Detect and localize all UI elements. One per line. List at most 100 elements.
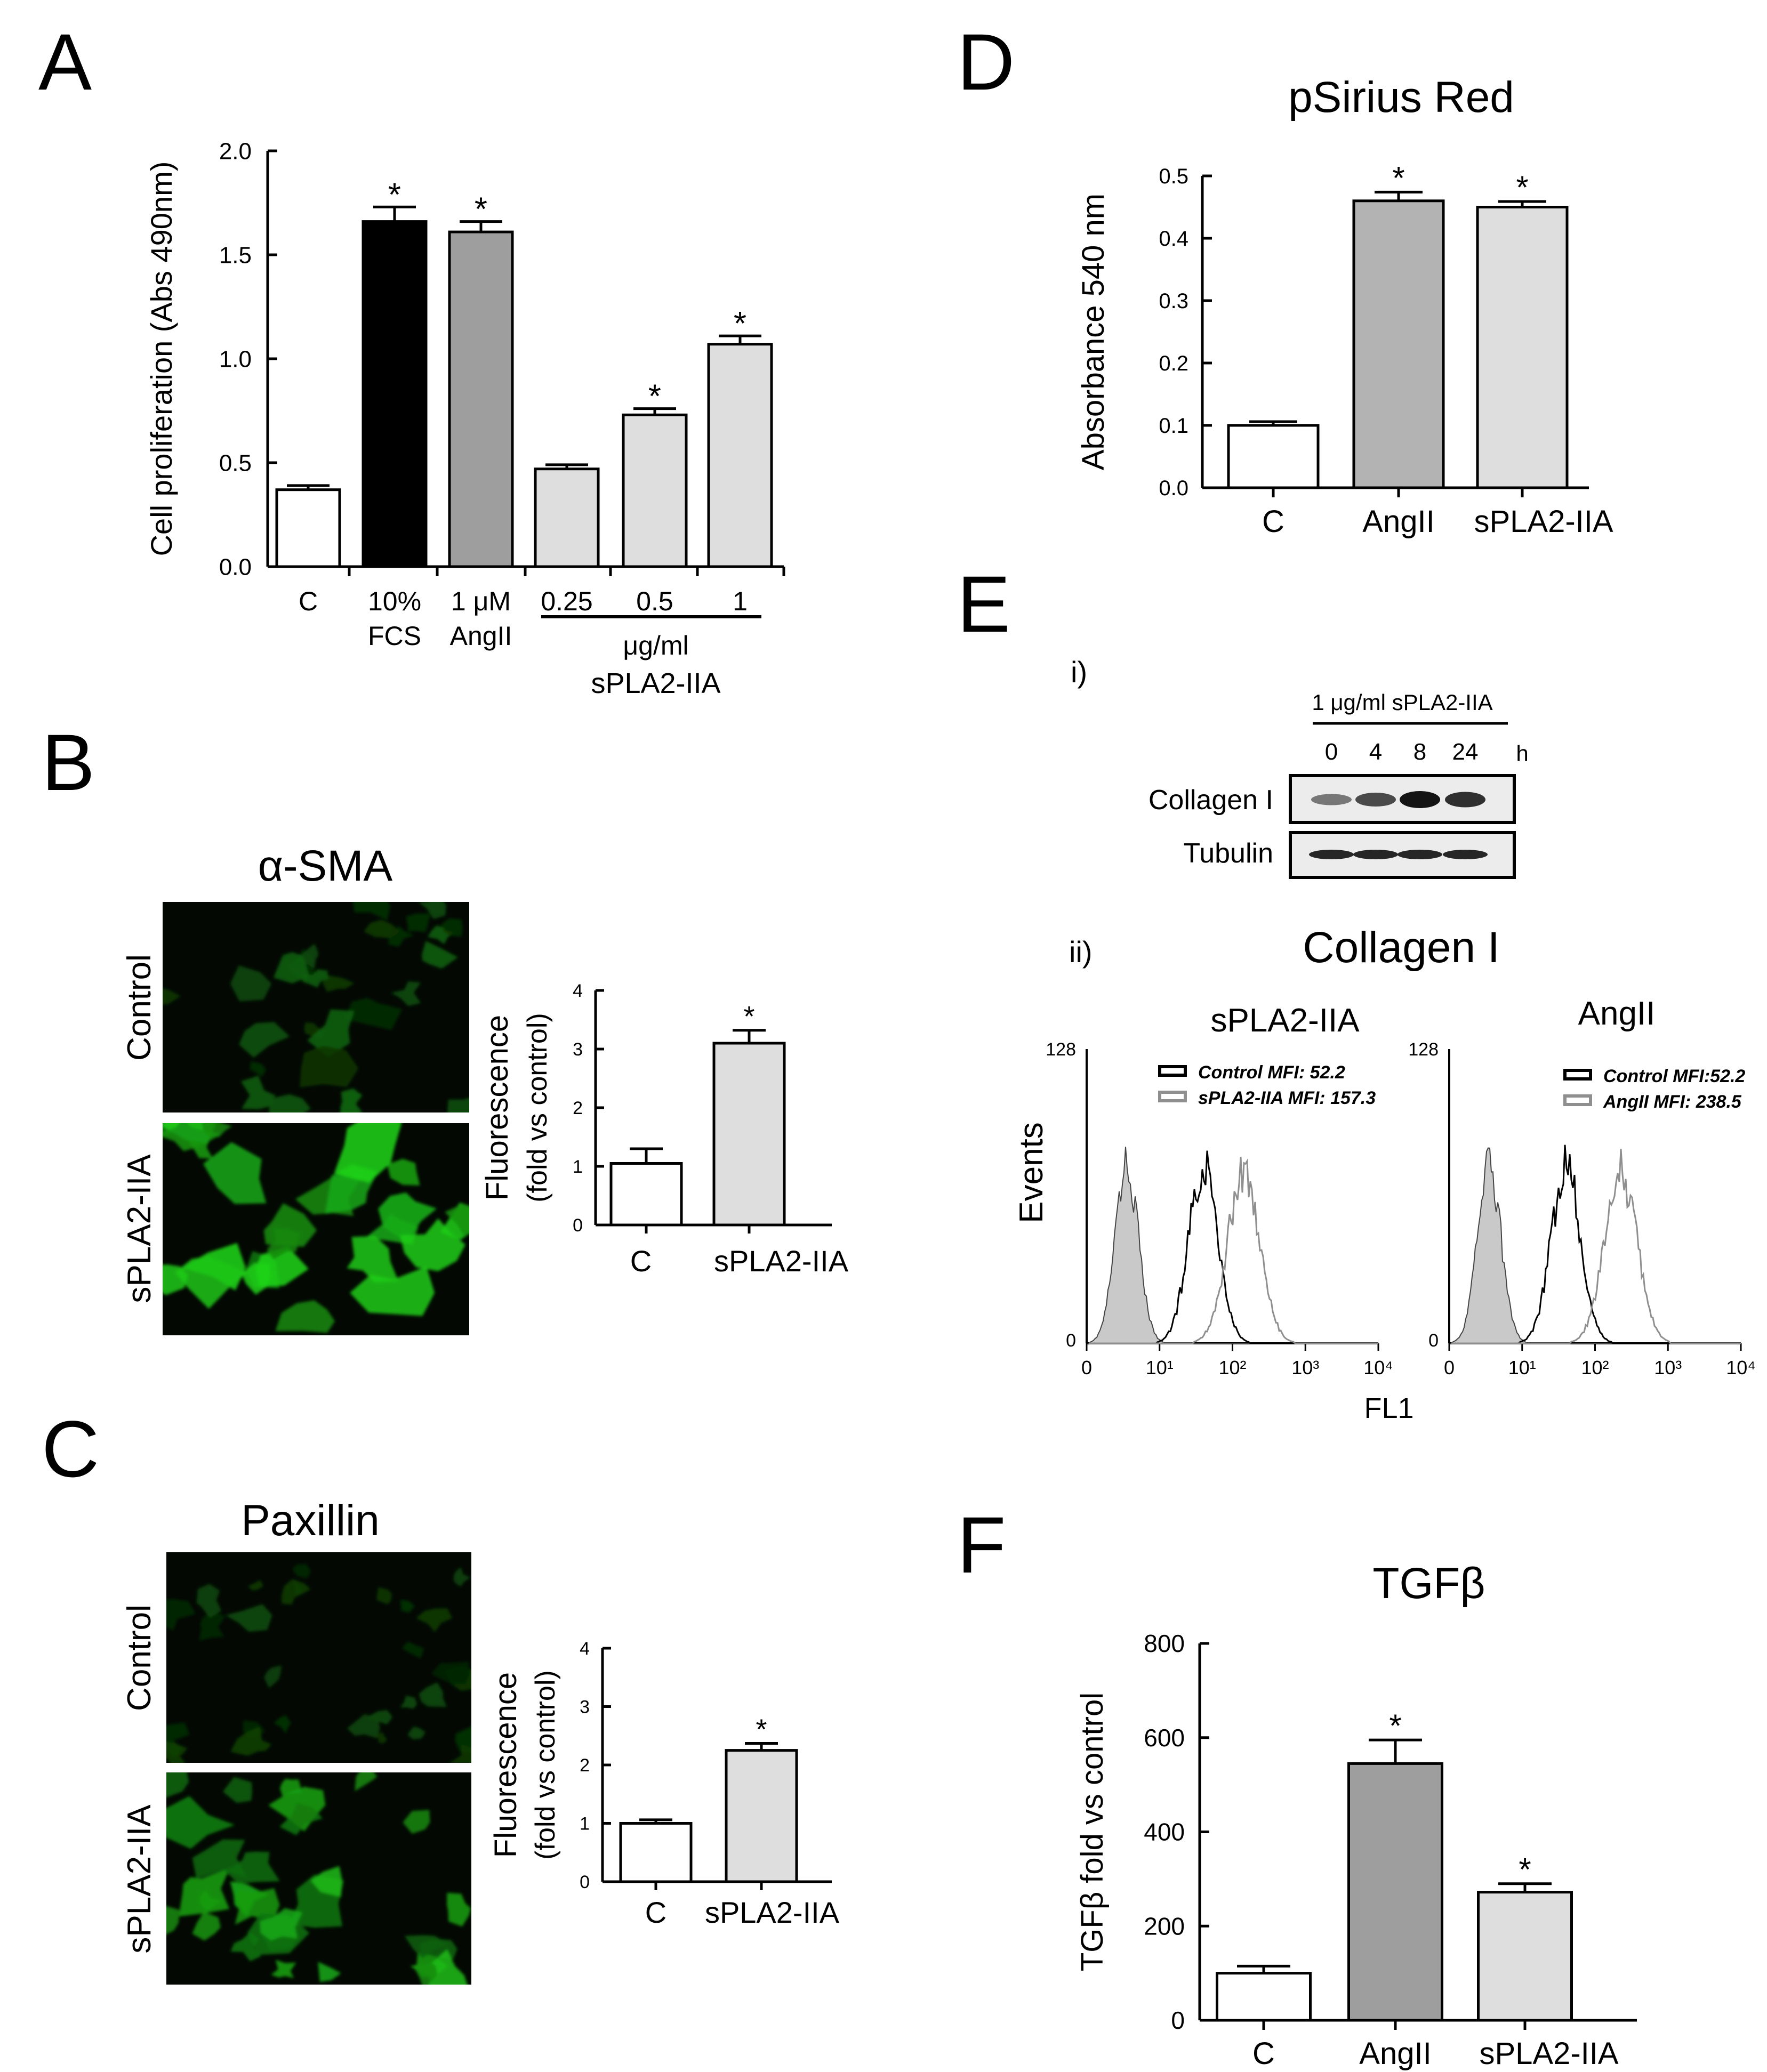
cell-shape [387, 1158, 420, 1186]
category-label: sPLA2-IIA [714, 1244, 849, 1278]
cell-shape [307, 1009, 355, 1057]
category-label: 0.25 [541, 586, 592, 616]
panel-letter-c: C [42, 1404, 99, 1494]
flow-right: 128 00 10¹ 10² 10³ 10⁴ Control MFI:52.2 AngII M… [1408, 1039, 1755, 1378]
flow-xlabel: FL1 [1364, 1392, 1413, 1424]
chart-title: pSirius Red [1288, 73, 1514, 122]
band-collagen [1400, 791, 1440, 808]
chart-f: 0 200 400 600 800 C * AngII * sPLA2-IIA TGFβ TGFβ f… [1075, 1559, 1637, 2071]
band-tubulin [1309, 850, 1354, 859]
cell-shape [427, 925, 455, 945]
significance-star: * [1392, 160, 1404, 196]
panel-letter-b: B [42, 717, 95, 807]
band-collagen [1355, 793, 1396, 807]
cell-shape [422, 940, 459, 969]
cell-shape [403, 1810, 430, 1834]
blot-bands [1309, 791, 1488, 859]
cell-shape [441, 918, 463, 937]
category-label: sPLA2-IIA [705, 1896, 840, 1929]
y-axis-label: Fluorescence [488, 1672, 523, 1858]
cell-shape [263, 1665, 282, 1689]
chart-title: TGFβ [1372, 1559, 1485, 1608]
category-label: sPLA2-IIA [1474, 504, 1613, 539]
y-tick-label: 800 [1144, 1630, 1185, 1657]
y-tick-label: 0.5 [1159, 165, 1188, 188]
significance-star: * [1516, 170, 1528, 205]
y-axis-label-line2: (fold vs control) [522, 1013, 553, 1202]
legend-label: Control MFI:52.2 [1603, 1066, 1745, 1086]
category-label: 10% [368, 586, 421, 616]
cell-shape [404, 1935, 449, 1958]
cell-shape [179, 1867, 230, 1917]
flow-x-tick-label: 10³ [1291, 1357, 1319, 1378]
blot-header: 1 μg/ml sPLA2-IIA [1312, 690, 1492, 715]
flow-left: 128 00 10¹ 10² 10³ 10⁴ Control MFI: 52.2 sPLA2-… [1046, 1039, 1393, 1378]
category-label: C [645, 1896, 666, 1929]
cells-c-spla2 [166, 1772, 471, 1985]
y-tick-label: 600 [1144, 1724, 1185, 1752]
chart-c: 0 1 2 3 4 C * sPLA2-IIA Fluorescence (fold vs con… [488, 1639, 840, 1929]
bar [622, 413, 688, 568]
category-label: 1 [733, 586, 748, 616]
y-axis-label: TGFβ fold vs control [1075, 1692, 1110, 1971]
cell-shape [222, 1777, 252, 1803]
cell-shape [431, 1662, 470, 1684]
flow-x-tick-label: 10² [1218, 1357, 1246, 1378]
cell-shape [377, 1732, 387, 1744]
bar [725, 1749, 798, 1883]
cell-shape [399, 1695, 417, 1709]
y-tick-label: 400 [1144, 1818, 1185, 1846]
flow-x-tick-label: 10¹ [1508, 1357, 1536, 1378]
y-tick-label: 2 [573, 1098, 583, 1118]
chart-b: 0 1 2 3 4 C * sPLA2-IIA Fluorescence (fold vs con… [480, 981, 849, 1278]
significance-star: * [734, 305, 746, 342]
band-collagen [1445, 792, 1485, 808]
panel-e-sub2: ii) [1069, 935, 1093, 969]
category-label: C [1252, 2036, 1275, 2071]
cell-shape [414, 1957, 438, 1985]
category-label: 0.5 [636, 586, 673, 616]
y-axis-label: Fluorescence [480, 1015, 515, 1200]
cell-shape [230, 1932, 261, 1962]
category-label-line2: AngII [450, 621, 512, 651]
cell-shape [279, 1778, 302, 1796]
cell-shape [347, 1714, 380, 1738]
cell-shape [225, 1604, 272, 1632]
blot-time-4: 4 [1369, 739, 1382, 765]
flow-y-tick-label: 0 [1066, 1331, 1076, 1351]
category-label-line2: FCS [368, 621, 421, 651]
y-tick-label: 0 [573, 1215, 583, 1236]
cells-c-control [166, 1564, 471, 1763]
significance-star: * [743, 1001, 754, 1033]
cell-shape [279, 1802, 323, 1835]
cell-shape [417, 902, 447, 920]
cell-shape [250, 1061, 267, 1077]
cell-shape [400, 1600, 415, 1613]
cell-shape [406, 913, 431, 932]
blot-time-0: 0 [1325, 739, 1338, 765]
legend-swatch [1158, 1091, 1187, 1102]
y-tick-label: 4 [573, 981, 583, 1001]
cell-shape [350, 1266, 435, 1316]
cell-shape [192, 1912, 221, 1941]
cell-shape [453, 1567, 471, 1587]
cell-shape [301, 969, 328, 988]
y-tick-label: 0.1 [1159, 414, 1188, 438]
panel-letter-d: D [957, 17, 1015, 107]
y-tick-label: 0.0 [219, 554, 252, 580]
cell-shape [269, 1094, 311, 1112]
cell-shape [347, 1236, 399, 1283]
band-collagen [1311, 794, 1352, 805]
flow-x-tick-label: 10⁴ [1363, 1357, 1393, 1378]
cell-shape [407, 1727, 425, 1740]
cell-shape [163, 1123, 222, 1151]
cell-shape [260, 1908, 303, 1941]
row-label-b-control: Control [121, 954, 158, 1061]
bar [707, 343, 773, 568]
legend-label: sPLA2-IIA MFI: 157.3 [1198, 1088, 1376, 1108]
legend-label: AngII MFI: 238.5 [1603, 1092, 1742, 1112]
y-tick-label: 1 [573, 1157, 583, 1177]
significance-star: * [475, 191, 487, 228]
bar [362, 220, 428, 568]
legend-label: Control MFI: 52.2 [1198, 1062, 1345, 1083]
